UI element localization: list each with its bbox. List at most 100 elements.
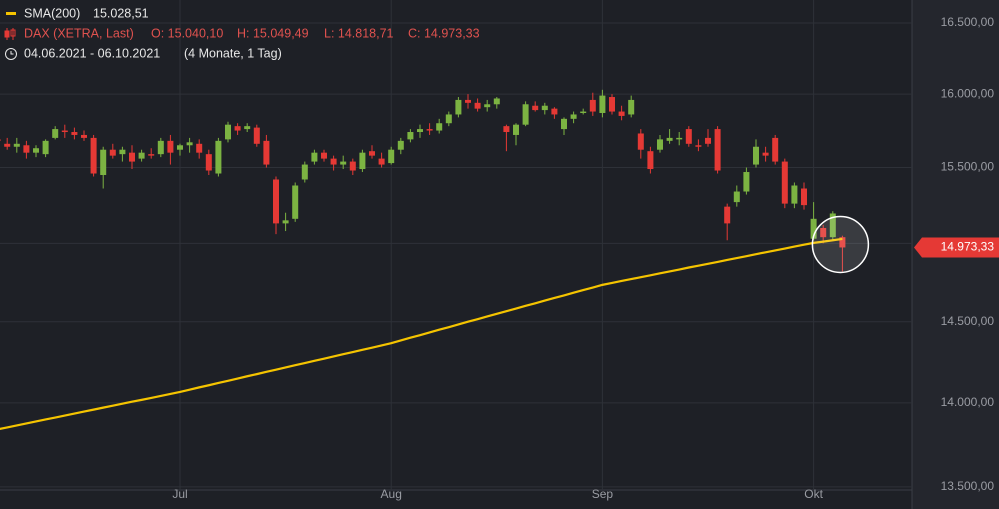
candle-body: [388, 149, 395, 164]
candle-body: [724, 206, 731, 224]
candle-body: [532, 105, 539, 111]
candle-body: [465, 99, 471, 103]
candle-body: [186, 142, 193, 146]
y-tick-label: 13.500,00: [941, 479, 995, 493]
candle-body: [541, 105, 548, 111]
candle-body: [359, 152, 366, 170]
candle-body: [791, 185, 798, 204]
candle-body: [52, 129, 59, 138]
candle-body: [71, 132, 78, 135]
sma-line: [0, 237, 843, 431]
ohlc-high: H: 15.049,49: [237, 26, 309, 40]
candle-body: [753, 146, 759, 165]
sma-icon: [6, 12, 16, 15]
ohlc-low: L: 14.818,71: [324, 26, 394, 40]
candle-body: [493, 98, 500, 105]
sma-name: SMA(200): [24, 6, 80, 20]
grid: [0, 0, 912, 490]
candle-body: [733, 191, 740, 203]
candle-body: [474, 102, 481, 109]
candle-body: [13, 143, 20, 147]
candle-body: [148, 154, 155, 156]
candle-body: [628, 99, 635, 115]
candle-body: [772, 137, 779, 162]
candle-body: [61, 130, 68, 133]
candle-body: [484, 104, 491, 108]
candle-body: [407, 132, 414, 140]
y-tick-label: 14.000,00: [941, 395, 995, 409]
candle-body: [513, 124, 519, 135]
candle-body: [445, 114, 452, 124]
candle-body: [618, 111, 625, 116]
candle-body: [244, 126, 251, 130]
candle-body: [705, 137, 711, 144]
candle-body: [685, 129, 692, 144]
candle-body: [743, 172, 750, 192]
x-tick-label: Jul: [172, 487, 187, 501]
candle-body: [23, 145, 30, 153]
candle-body: [829, 213, 836, 238]
candle-body: [215, 140, 222, 174]
candle-icon: [4, 28, 16, 40]
candle-body: [129, 152, 135, 162]
candle-body: [33, 148, 39, 153]
candle-body: [0, 139, 1, 141]
candle-body: [225, 124, 231, 140]
candle-body: [42, 140, 49, 155]
candle-body: [301, 164, 308, 180]
candle-body: [580, 111, 587, 114]
candle-body: [196, 143, 203, 153]
candle-body: [647, 151, 654, 170]
candle-body: [781, 161, 788, 204]
candle-body: [455, 99, 462, 115]
candle-body: [436, 123, 443, 131]
highlight-circle: [811, 215, 870, 274]
x-tick-label: Aug: [381, 487, 402, 501]
candle-body: [138, 152, 145, 159]
candle-body: [234, 126, 241, 131]
last-price-label: 14.973,33: [941, 240, 995, 254]
candle-body: [609, 97, 615, 112]
candle-body: [349, 161, 356, 171]
candle-body: [637, 133, 644, 150]
candle-body: [321, 152, 327, 159]
candle-body: [762, 152, 769, 156]
candle-body: [561, 118, 567, 130]
candle-body: [397, 140, 404, 150]
candle-body: [426, 129, 433, 131]
candle-body: [340, 161, 347, 165]
candle-body: [177, 145, 183, 150]
candle-body: [330, 158, 337, 165]
ohlc-close: C: 14.973,33: [408, 26, 480, 40]
candle-body: [589, 99, 596, 112]
candle-body: [205, 154, 212, 171]
y-tick-label: 16.000,00: [941, 86, 995, 100]
candle-body: [657, 139, 663, 150]
candle-body: [522, 104, 529, 125]
candle-body: [100, 149, 107, 176]
candle-body: [90, 137, 97, 174]
period: 04.06.2021 - 06.10.2021: [24, 46, 160, 60]
x-tick-label: Sep: [592, 487, 614, 501]
candle-body: [839, 237, 846, 248]
period-note: (4 Monate, 1 Tag): [184, 46, 282, 60]
candle-body: [503, 126, 510, 133]
plot: [0, 89, 870, 431]
candle-body: [666, 137, 673, 141]
last-price-tag: [914, 237, 999, 258]
y-tick-label: 15.500,00: [941, 160, 995, 174]
candle-body: [676, 137, 683, 140]
candle-body: [378, 158, 385, 165]
candle-body: [157, 140, 164, 155]
candle-body: [417, 129, 423, 133]
candle-body: [820, 227, 827, 238]
candle-body: [810, 218, 817, 239]
sma-value: 15.028,51: [93, 6, 149, 20]
ohlc-open: O: 15.040,10: [151, 26, 223, 40]
candle-body: [273, 179, 279, 224]
x-tick-label: Okt: [804, 487, 823, 501]
candle-body: [369, 151, 375, 156]
candle-body: [253, 127, 260, 144]
